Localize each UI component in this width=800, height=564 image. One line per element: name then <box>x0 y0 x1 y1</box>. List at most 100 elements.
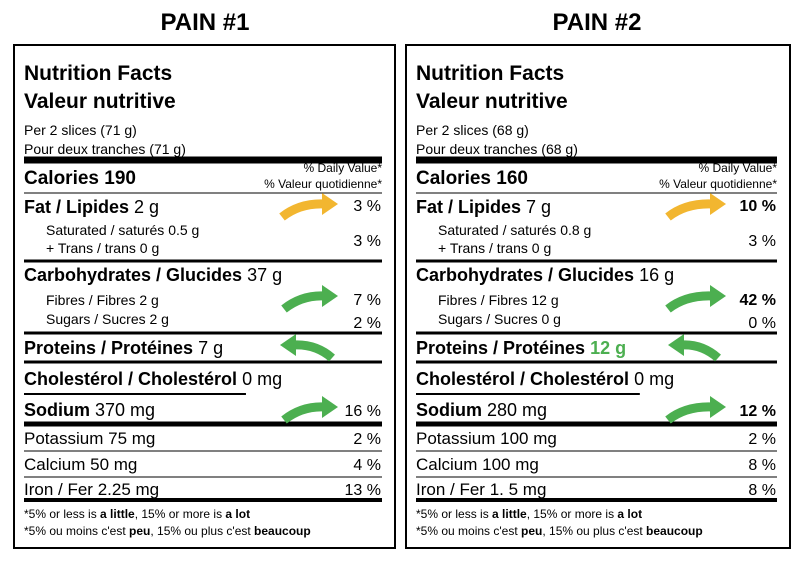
nutrient-amount: 0.5 g <box>168 222 199 238</box>
daily-value: 10 % <box>740 198 776 215</box>
nutrient-amount: 100 mg <box>500 429 557 448</box>
nutrient-name: Carbohydrates / Glucides <box>416 265 634 285</box>
footnote-part: beaucoup <box>254 524 311 538</box>
rule <box>416 192 777 194</box>
nutrient-name: Saturated / saturés <box>46 222 164 238</box>
nutrient-row: Cholestérol / Cholestérol 0 mg <box>416 369 674 389</box>
nutrient-row: + Trans / trans 0 g <box>46 240 159 256</box>
footnote-part: *5% or less is <box>416 507 492 521</box>
footnote-part: a little <box>100 507 135 521</box>
arrow-head <box>710 396 726 418</box>
nutrient-amount: 100 mg <box>482 455 539 474</box>
daily-value: 12 % <box>740 403 776 420</box>
nutrient-amount: 1. 5 mg <box>490 480 547 499</box>
daily-value: 13 % <box>345 482 381 499</box>
panel-border <box>405 44 791 549</box>
nutrient-amount: 2 g <box>134 197 159 217</box>
nutrient-row: Sodium 370 mg <box>24 400 155 420</box>
daily-value: 0 % <box>748 315 776 332</box>
footnote: *5% ou moins c'est peu, 15% ou plus c'es… <box>24 524 311 538</box>
nutrient-name: Fat / Lipides <box>416 197 521 217</box>
nutrition-panel: PAIN #2 Nutrition Facts Valeur nutritive Pe… <box>405 9 791 549</box>
nutrient-amount: 0 g <box>542 311 561 327</box>
nutrient-row: Cholestérol / Cholestérol 0 mg <box>24 369 282 389</box>
footnote-part: , 15% ou plus c'est <box>542 524 646 538</box>
nutrient-row: Sugars / Sucres 2 g <box>46 311 169 327</box>
nutrient-name: Fibres / Fibres <box>46 292 135 308</box>
nutrient-row: Saturated / saturés 0.5 g <box>46 222 199 238</box>
arrow <box>281 402 325 424</box>
nutrient-name: Calcium <box>416 455 477 474</box>
rule <box>24 192 382 194</box>
nutrient-amount: 16 g <box>639 265 674 285</box>
nutrient-name: Sugars / Sucres <box>46 311 146 327</box>
nutrient-row: Sodium 280 mg <box>416 400 547 420</box>
nutrient-name: Saturated / saturés <box>438 222 556 238</box>
nutrient-row: Potassium 75 mg <box>24 429 155 448</box>
nutrient-row: Iron / Fer 2.25 mg <box>24 480 159 499</box>
footnote-part: a lot <box>225 507 250 521</box>
nutrient-amount: 0 mg <box>634 369 674 389</box>
title-en: Nutrition Facts <box>416 62 564 85</box>
nutrient-row: Fat / Lipides 2 g <box>24 197 159 217</box>
nutrient-name: Cholestérol / Cholestérol <box>24 369 237 389</box>
footnote-part: *5% ou moins c'est <box>416 524 521 538</box>
footnote-part: a little <box>492 507 527 521</box>
serving-fr: Pour deux tranches (68 g) <box>416 141 578 157</box>
title-fr: Valeur nutritive <box>24 90 176 113</box>
dv-header-fr: % Valeur quotidienne* <box>264 177 382 191</box>
rule <box>416 393 640 395</box>
daily-value: 3 % <box>748 233 776 250</box>
rule <box>416 156 777 164</box>
nutrient-amount: 37 g <box>247 265 282 285</box>
nutrient-name: Iron / Fer <box>416 480 485 499</box>
daily-value: 2 % <box>748 431 776 448</box>
arrow <box>681 340 721 362</box>
arrow-head <box>322 396 338 418</box>
nutrient-row: Carbohydrates / Glucides 37 g <box>24 265 282 285</box>
dv-header-en: % Daily Value* <box>699 161 778 175</box>
panel-border <box>13 44 396 549</box>
nutrient-row: Iron / Fer 1. 5 mg <box>416 480 546 499</box>
arrow <box>281 291 325 313</box>
footnote: *5% ou moins c'est peu, 15% ou plus c'es… <box>416 524 703 538</box>
nutrient-amount: 370 mg <box>95 400 155 420</box>
rule <box>24 450 382 452</box>
rule <box>416 259 777 263</box>
serving-en: Per 2 slices (68 g) <box>416 122 529 138</box>
nutrient-name: + Trans / trans <box>46 240 136 256</box>
nutrient-amount: 12 g <box>531 292 558 308</box>
rule <box>24 476 382 478</box>
nutrient-amount: 7 g <box>526 197 551 217</box>
arrow-head <box>710 193 726 215</box>
nutrient-row: Potassium 100 mg <box>416 429 557 448</box>
arrow-head <box>280 334 296 356</box>
daily-value: 2 % <box>353 431 381 448</box>
footnote-part: a lot <box>617 507 642 521</box>
rule <box>416 360 777 364</box>
rule <box>24 331 382 335</box>
nutrient-name: Sugars / Sucres <box>438 311 538 327</box>
footnote-part: peu <box>129 524 150 538</box>
nutrient-row: Proteins / Protéines 7 g <box>24 338 223 358</box>
nutrient-row: Sugars / Sucres 0 g <box>438 311 561 327</box>
rule <box>416 331 777 335</box>
dv-header-en: % Daily Value* <box>304 161 383 175</box>
nutrient-name: Proteins / Protéines <box>416 338 585 358</box>
nutrient-name: Potassium <box>416 429 495 448</box>
nutrient-name: Calcium <box>24 455 85 474</box>
nutrient-amount: 280 mg <box>487 400 547 420</box>
rule <box>416 421 777 427</box>
nutrient-amount: 0 g <box>532 240 551 256</box>
nutrient-row: Saturated / saturés 0.8 g <box>438 222 591 238</box>
nutrient-amount: 50 mg <box>90 455 137 474</box>
nutrient-name: Potassium <box>24 429 103 448</box>
footnote-part: , 15% or more is <box>527 507 618 521</box>
arrow <box>279 199 325 221</box>
arrow-head <box>322 285 338 307</box>
panel-heading: PAIN #1 <box>161 9 250 36</box>
serving-en: Per 2 slices (71 g) <box>24 122 137 138</box>
footnote-part: *5% or less is <box>24 507 100 521</box>
rule <box>24 259 382 263</box>
